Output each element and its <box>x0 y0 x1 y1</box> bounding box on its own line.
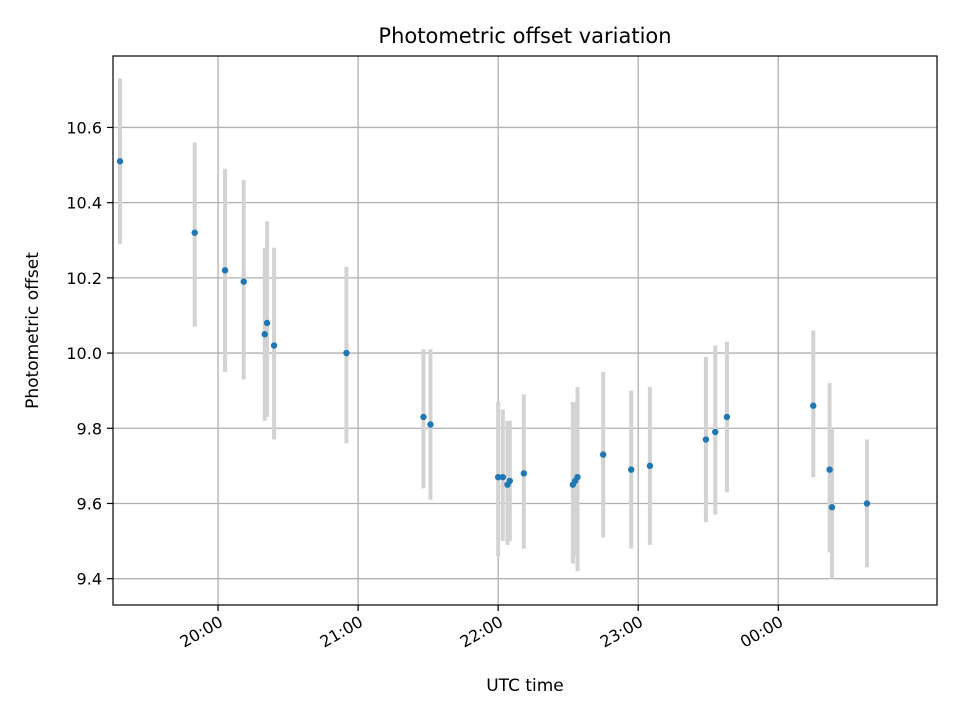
y-axis-title: Photometric offset <box>23 252 43 409</box>
data-point <box>263 319 271 327</box>
chart-title: Photometric offset variation <box>378 24 671 48</box>
y-tick-label: 10.2 <box>66 269 102 288</box>
plot-frame <box>112 55 938 606</box>
data-point <box>712 428 719 436</box>
data-point <box>427 421 434 428</box>
y-tick-label: 9.8 <box>77 419 102 438</box>
y-tick-label: 10.0 <box>66 344 102 363</box>
data-point <box>420 413 427 421</box>
data-points <box>116 158 871 511</box>
data-point <box>494 473 502 481</box>
data-point <box>270 342 278 349</box>
data-point <box>863 500 871 507</box>
data-point <box>520 470 528 477</box>
data-point <box>826 466 833 473</box>
data-point <box>506 477 514 485</box>
data-point <box>261 331 268 338</box>
data-point <box>628 466 635 473</box>
data-point <box>574 473 581 481</box>
data-point <box>723 413 731 421</box>
data-point <box>599 451 607 458</box>
data-point <box>499 473 507 481</box>
data-point <box>221 267 229 274</box>
x-axis-title: UTC time <box>486 676 564 696</box>
y-tick-label: 10.4 <box>66 194 102 213</box>
data-point <box>191 229 198 236</box>
data-point <box>702 436 710 443</box>
data-point <box>646 462 654 470</box>
data-point <box>240 278 247 285</box>
data-point <box>116 158 124 165</box>
y-tick-label: 9.6 <box>77 494 102 513</box>
y-tick-label: 9.4 <box>77 570 102 589</box>
data-point <box>810 402 817 409</box>
data-point <box>343 349 350 357</box>
data-point <box>828 504 836 511</box>
y-tick-label: 10.6 <box>66 118 102 137</box>
